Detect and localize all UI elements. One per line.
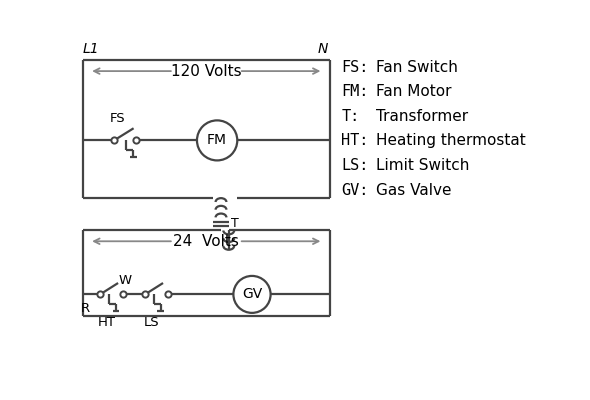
Text: HT:: HT:: [341, 134, 369, 148]
Text: W: W: [119, 274, 132, 287]
Text: GV:: GV:: [341, 183, 369, 198]
Text: R: R: [81, 302, 90, 315]
Text: N: N: [317, 42, 328, 56]
Text: 120 Volts: 120 Volts: [171, 64, 241, 78]
Text: LS:: LS:: [341, 158, 369, 173]
Text: GV: GV: [242, 287, 262, 302]
Text: FS:: FS:: [341, 60, 369, 74]
Text: Transformer: Transformer: [376, 109, 468, 124]
Text: Fan Motor: Fan Motor: [376, 84, 451, 99]
Text: Gas Valve: Gas Valve: [376, 183, 451, 198]
Text: Heating thermostat: Heating thermostat: [376, 134, 526, 148]
Text: T:: T:: [341, 109, 359, 124]
Text: Limit Switch: Limit Switch: [376, 158, 470, 173]
Text: FS: FS: [109, 112, 125, 125]
Text: HT: HT: [97, 316, 115, 329]
Text: T: T: [231, 218, 239, 230]
Text: L1: L1: [83, 42, 100, 56]
Text: FM: FM: [207, 134, 227, 148]
Text: Fan Switch: Fan Switch: [376, 60, 458, 74]
Text: FM:: FM:: [341, 84, 369, 99]
Text: 24  Volts: 24 Volts: [173, 234, 239, 249]
Text: LS: LS: [143, 316, 159, 329]
